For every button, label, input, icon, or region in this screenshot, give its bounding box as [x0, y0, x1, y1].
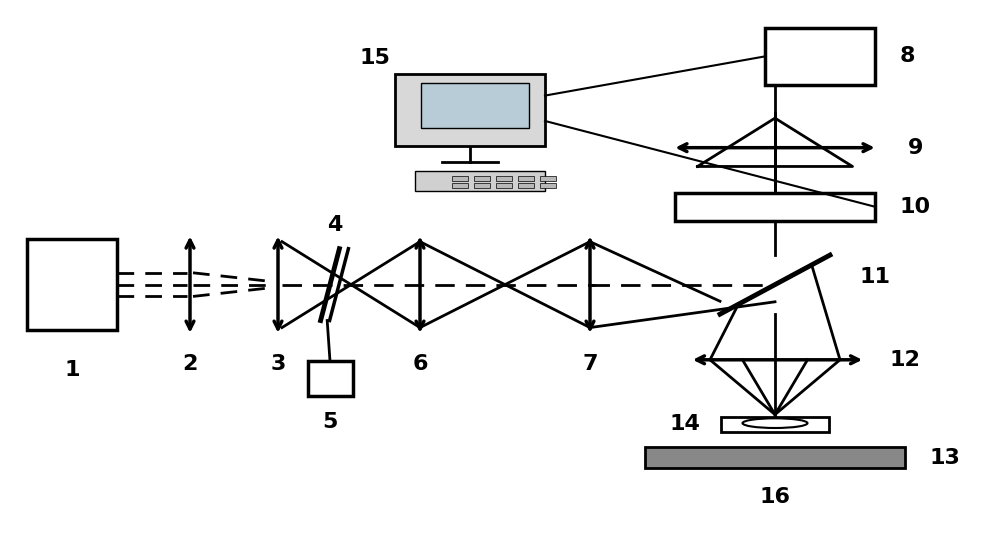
Bar: [645, 447, 905, 468]
Bar: [452, 183, 468, 188]
Bar: [540, 183, 556, 188]
Bar: [675, 193, 875, 221]
Text: 16: 16: [760, 487, 790, 507]
Text: 10: 10: [900, 197, 931, 217]
Bar: [452, 176, 468, 181]
Bar: [518, 176, 534, 181]
Text: 3: 3: [270, 354, 286, 374]
Bar: [496, 176, 512, 181]
Bar: [415, 171, 545, 191]
Text: 5: 5: [322, 412, 338, 432]
Text: 8: 8: [900, 46, 916, 67]
Text: 1: 1: [64, 360, 80, 380]
Bar: [474, 183, 490, 188]
Text: 13: 13: [930, 447, 961, 468]
Bar: [721, 417, 829, 432]
Bar: [474, 176, 490, 181]
Bar: [518, 183, 534, 188]
Ellipse shape: [742, 418, 808, 428]
Bar: [540, 176, 556, 181]
Text: 7: 7: [582, 354, 598, 374]
Bar: [765, 28, 875, 84]
Text: 4: 4: [327, 215, 343, 235]
Text: 6: 6: [412, 354, 428, 374]
Bar: [395, 74, 545, 146]
Text: 11: 11: [860, 266, 891, 287]
Bar: [27, 239, 117, 330]
Text: 15: 15: [359, 48, 390, 68]
Text: 9: 9: [908, 137, 923, 158]
Text: 12: 12: [890, 350, 921, 370]
Bar: [496, 183, 512, 188]
Text: 2: 2: [182, 354, 198, 374]
Text: 14: 14: [669, 414, 700, 434]
Bar: [308, 361, 352, 396]
Bar: [421, 83, 529, 128]
